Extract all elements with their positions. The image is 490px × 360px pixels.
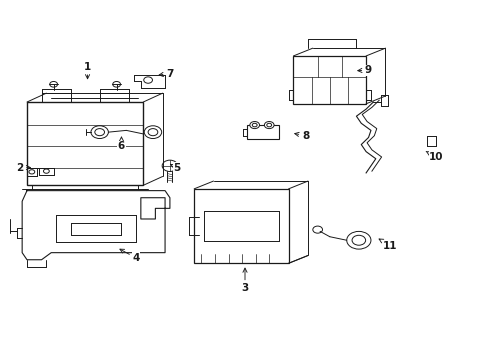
Circle shape (252, 123, 257, 127)
Circle shape (144, 126, 162, 139)
Text: 10: 10 (426, 152, 443, 162)
Circle shape (50, 81, 57, 87)
Circle shape (29, 170, 35, 174)
Text: 4: 4 (120, 249, 140, 263)
Circle shape (265, 122, 274, 129)
Circle shape (313, 226, 322, 233)
Circle shape (148, 129, 158, 136)
Circle shape (352, 235, 366, 245)
Text: 11: 11 (379, 239, 397, 251)
Text: 9: 9 (358, 65, 372, 75)
Circle shape (95, 129, 104, 136)
Circle shape (44, 169, 49, 173)
Text: 3: 3 (242, 268, 248, 293)
Bar (294, 56, 366, 104)
Circle shape (267, 123, 271, 127)
Circle shape (250, 122, 260, 129)
Circle shape (144, 77, 152, 83)
Circle shape (162, 160, 178, 171)
Bar (247, 125, 279, 139)
Text: 8: 8 (295, 131, 309, 141)
Circle shape (347, 231, 371, 249)
Text: 5: 5 (171, 163, 181, 172)
Text: 1: 1 (84, 62, 91, 79)
Circle shape (91, 126, 108, 139)
Text: 7: 7 (159, 69, 173, 79)
Text: 2: 2 (16, 163, 30, 172)
Text: 6: 6 (118, 137, 125, 151)
Circle shape (113, 81, 121, 87)
Bar (194, 189, 289, 263)
Bar (27, 102, 143, 185)
